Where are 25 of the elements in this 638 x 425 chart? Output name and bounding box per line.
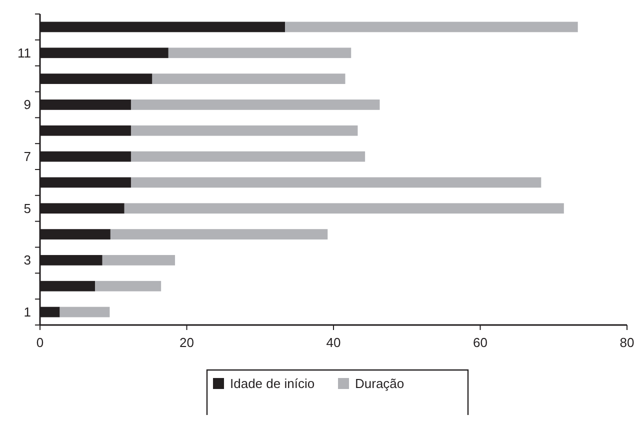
x-tick-label: 80 bbox=[620, 335, 634, 350]
y-tick-label: 9 bbox=[24, 97, 31, 112]
bar bbox=[102, 255, 176, 266]
bar bbox=[95, 280, 162, 292]
bar bbox=[130, 177, 542, 188]
bar bbox=[110, 229, 328, 240]
y-tick-label: 11 bbox=[18, 45, 31, 60]
x-tick-label: 0 bbox=[36, 335, 44, 350]
y-tick-label: 1 bbox=[24, 304, 31, 320]
y-tick-label: 3 bbox=[24, 252, 31, 268]
legend-label: Idade de início bbox=[230, 376, 315, 391]
bar bbox=[168, 48, 352, 58]
y-tick-label: 5 bbox=[24, 200, 31, 216]
bar bbox=[130, 100, 380, 110]
bar bbox=[60, 306, 110, 318]
bar bbox=[130, 125, 358, 136]
bar bbox=[285, 22, 578, 32]
x-tick-label: 40 bbox=[326, 335, 341, 350]
bar bbox=[130, 151, 366, 162]
x-tick-label: 60 bbox=[473, 335, 488, 350]
legend-label: Duração bbox=[355, 376, 404, 391]
bar bbox=[152, 74, 346, 84]
bar bbox=[124, 203, 564, 214]
x-tick-label: 20 bbox=[180, 335, 194, 350]
y-tick-label: 7 bbox=[24, 148, 31, 164]
